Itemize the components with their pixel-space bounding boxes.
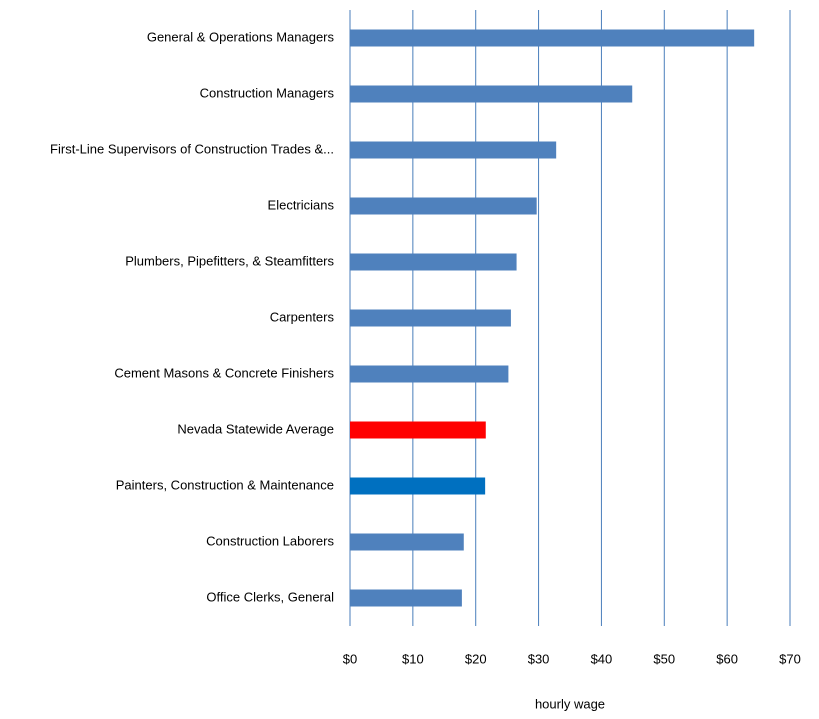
x-tick-label: $20 [465, 651, 487, 666]
bar [350, 29, 755, 47]
bar [350, 421, 486, 439]
bar [350, 141, 557, 159]
y-tick-label: Construction Managers [200, 85, 335, 100]
y-tick-label: Cement Masons & Concrete Finishers [114, 365, 334, 380]
y-tick-label: First-Line Supervisors of Construction T… [50, 141, 334, 156]
y-tick-label: Carpenters [270, 309, 335, 324]
y-tick-label: General & Operations Managers [147, 29, 335, 44]
y-tick-label: Office Clerks, General [206, 589, 334, 604]
x-tick-label: $0 [343, 651, 357, 666]
x-tick-label: $60 [716, 651, 738, 666]
x-tick-label: $70 [779, 651, 801, 666]
y-tick-label: Nevada Statewide Average [177, 421, 334, 436]
bar [350, 477, 486, 495]
bar [350, 365, 509, 383]
x-tick-label: $10 [402, 651, 424, 666]
bar [350, 589, 462, 607]
x-tick-label: $50 [653, 651, 675, 666]
x-tick-label: $40 [591, 651, 613, 666]
y-tick-label: Plumbers, Pipefitters, & Steamfitters [125, 253, 334, 268]
bar [350, 253, 517, 271]
x-tick-label: $30 [528, 651, 550, 666]
x-axis-title: hourly wage [535, 696, 605, 711]
y-tick-label: Painters, Construction & Maintenance [116, 477, 334, 492]
y-tick-label: Construction Laborers [206, 533, 334, 548]
bar [350, 533, 464, 551]
bar [350, 85, 633, 103]
y-tick-label: Electricians [268, 197, 335, 212]
bar [350, 197, 537, 215]
bar [350, 309, 511, 327]
